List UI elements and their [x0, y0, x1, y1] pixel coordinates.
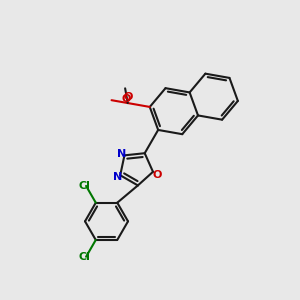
Text: N: N [117, 149, 127, 159]
Text: O: O [153, 170, 162, 180]
Text: O: O [108, 89, 115, 98]
Text: N: N [113, 172, 122, 182]
Text: Cl: Cl [79, 252, 91, 262]
Text: O: O [123, 92, 132, 102]
Text: Cl: Cl [79, 181, 91, 191]
Text: O: O [122, 94, 131, 104]
